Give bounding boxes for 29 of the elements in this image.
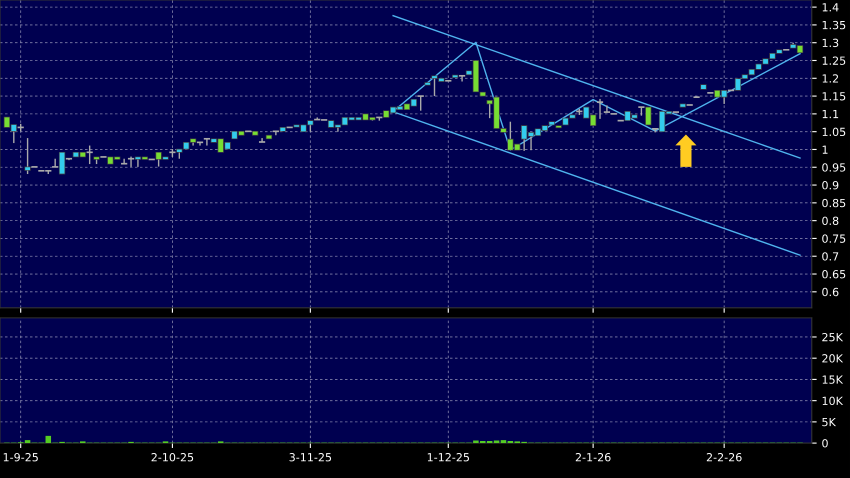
y-tick-label: 10K xyxy=(822,396,844,406)
y-tick-label: 0.85 xyxy=(822,198,846,208)
y-tick-label: 0.8 xyxy=(822,216,838,226)
y-tick-label: 5K xyxy=(822,418,836,426)
y-tick-label: 0.75 xyxy=(822,234,846,243)
y-tick-label: 1 xyxy=(822,146,828,154)
y-tick-label: 0 xyxy=(822,439,828,448)
x-tick-label: 3-11-25 xyxy=(290,453,332,462)
y-tick-label: 1.15 xyxy=(822,92,846,100)
y-tick-label: 1.3 xyxy=(822,38,838,48)
y-tick-label: 1.05 xyxy=(822,128,846,136)
y-tick-label: 0.7 xyxy=(822,252,838,261)
x-tick-label: 2-2-26 xyxy=(706,453,742,462)
y-tick-label: 1.2 xyxy=(822,74,838,83)
y-tick-label: 0.9 xyxy=(822,181,838,190)
y-tick-label: 1.1 xyxy=(822,110,838,118)
x-tick-label: 1-9-25 xyxy=(4,453,38,462)
y-tick-label: 0.65 xyxy=(822,270,846,278)
y-tick-label: 25K xyxy=(822,332,844,342)
y-tick-label: 0.95 xyxy=(822,163,846,172)
y-tick-label: 1.25 xyxy=(822,56,846,65)
x-tick-label: 2-1-26 xyxy=(576,453,611,462)
y-tick-label: 20K xyxy=(822,354,844,363)
y-tick-label: 1.35 xyxy=(822,20,846,30)
x-tick-label: 1-12-25 xyxy=(428,453,469,462)
y-tick-label: 0.6 xyxy=(822,288,838,296)
x-tick-label: 2-10-25 xyxy=(152,453,194,462)
y-tick-label: 1.4 xyxy=(822,3,839,12)
y-tick-label: 15K xyxy=(822,376,844,384)
